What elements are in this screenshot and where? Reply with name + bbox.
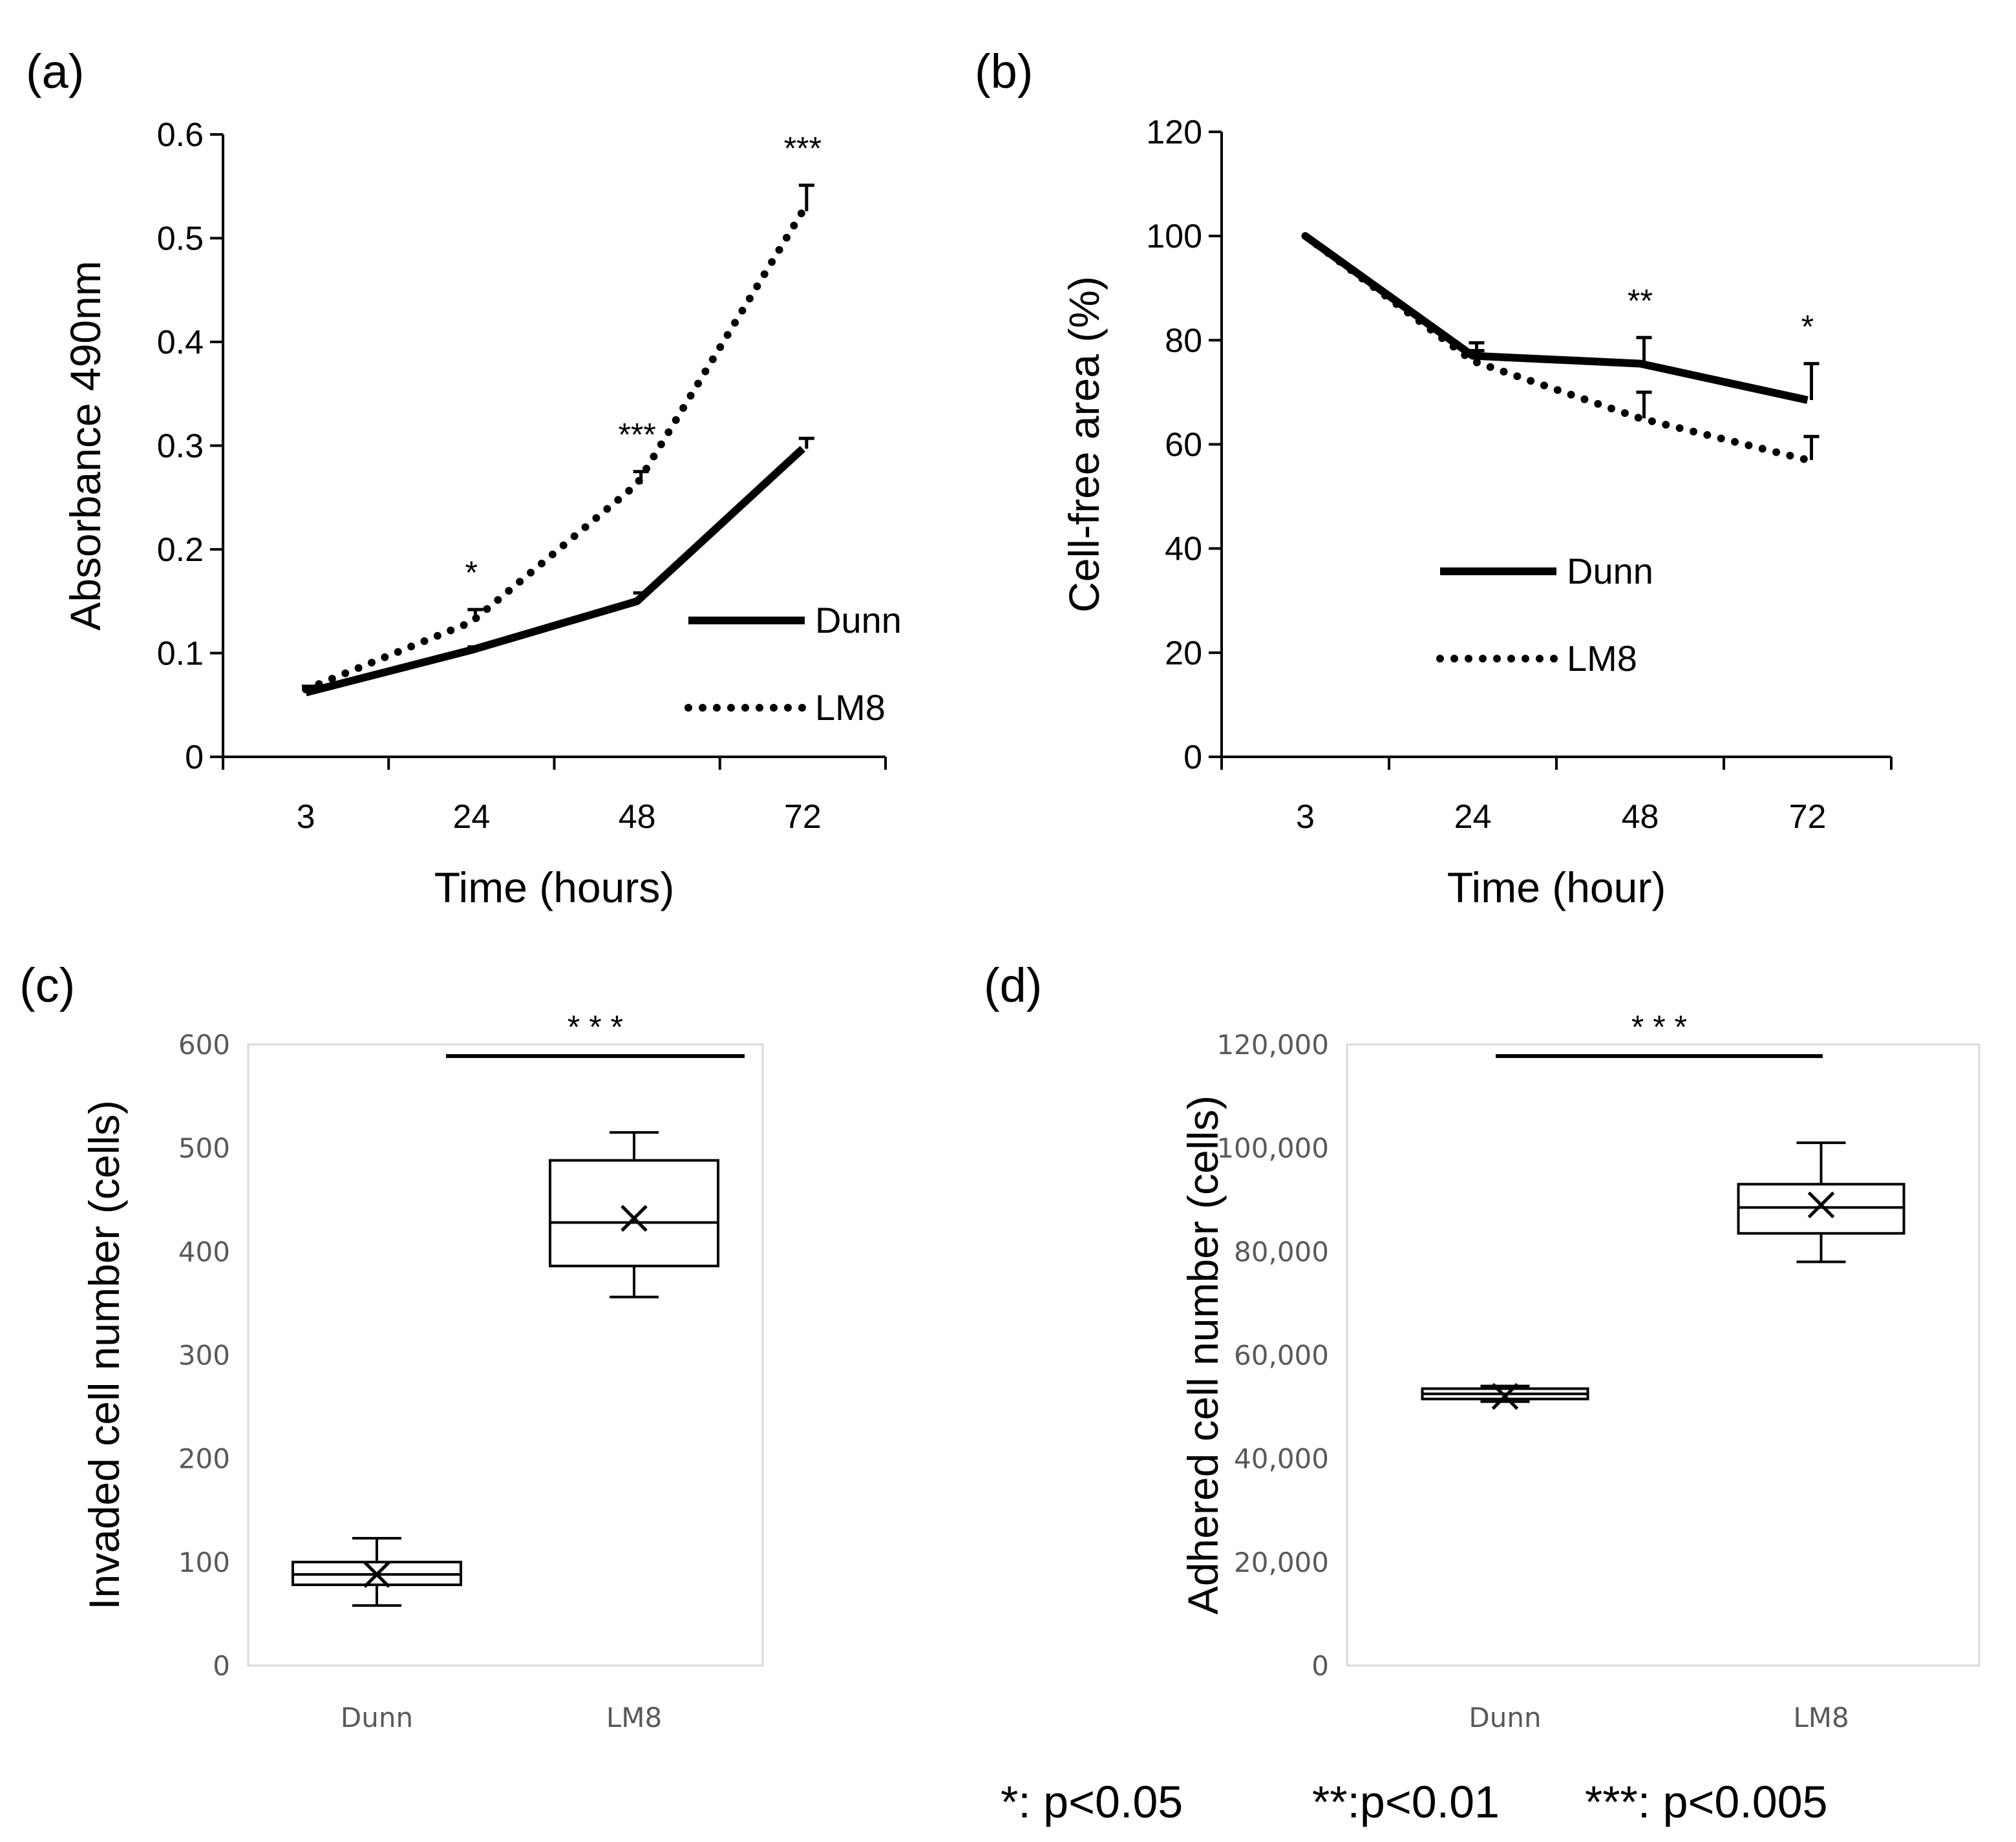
y-tick-label: 20,000 <box>1234 1547 1329 1578</box>
y-tick-label: 0 <box>213 1650 230 1682</box>
y-tick-label: 100 <box>178 1547 230 1578</box>
panel-label: (a) <box>26 45 84 98</box>
y-axis-title: Cell-free area (%) <box>1060 276 1108 613</box>
y-tick-label: 0.3 <box>157 428 204 465</box>
series-line-lm8 <box>1301 232 1812 464</box>
panel-label: (b) <box>975 45 1033 98</box>
panel-label: (c) <box>19 958 75 1012</box>
x-axis-title: Time (hours) <box>434 863 675 911</box>
y-tick-label: 40 <box>1165 531 1202 568</box>
y-tick-label: 20 <box>1165 635 1202 672</box>
x-tick-label: 72 <box>784 798 822 836</box>
x-axis-title: Time (hour) <box>1447 863 1666 911</box>
x-tick-label: 3 <box>297 798 315 836</box>
series-line-dunn <box>304 445 805 697</box>
box-lm8 <box>549 1159 719 1267</box>
y-tick-label: 0.5 <box>157 220 204 258</box>
y-tick-label: 400 <box>178 1236 230 1267</box>
y-tick-label: 0.6 <box>157 116 204 154</box>
legend-label-dunn: Dunn <box>1567 551 1653 591</box>
significance-mark: * <box>465 555 478 591</box>
y-tick-label: 100,000 <box>1216 1132 1329 1164</box>
x-tick-label: 3 <box>1296 798 1315 836</box>
footnote-p0005: ***: p<0.005 <box>1585 1777 1828 1827</box>
series-line-lm8 <box>302 207 807 693</box>
y-tick-label: 120,000 <box>1216 1029 1329 1061</box>
x-tick-label: 72 <box>1789 798 1827 836</box>
significance-mark: * * * <box>568 1009 623 1045</box>
x-tick-label: Dunn <box>1469 1702 1541 1733</box>
significance-mark: * <box>1801 309 1814 345</box>
mean-marker-dunn <box>363 1561 390 1588</box>
plot-area-frame <box>247 1043 764 1667</box>
legend-label-lm8: LM8 <box>1567 638 1637 679</box>
y-axis-title: Absorbance 490nm <box>61 260 109 630</box>
panel-a-line-chart: (a) 0 0.1 0.2 0.3 0.4 0.5 0.6 3 24 48 72 Time (hours… <box>26 45 902 911</box>
y-tick-label: 0 <box>185 739 204 776</box>
x-tick-label: 24 <box>452 798 490 836</box>
panel-b-line-chart: (b) 0 20 40 60 80 100 120 3 24 48 72 Time (hour) Cell… <box>975 45 1893 911</box>
significance-mark: ** <box>1628 282 1653 319</box>
y-axis-title: Adhered cell number (cells) <box>1179 1096 1227 1614</box>
panel-label: (d) <box>984 958 1042 1012</box>
footnote-p001: **:p<0.01 <box>1312 1777 1500 1827</box>
legend-label-dunn: Dunn <box>815 600 902 640</box>
y-tick-label: 200 <box>178 1443 230 1475</box>
significance-footnote: *: p<0.05 **:p<0.01 ***: p<0.005 <box>1001 1777 1828 1827</box>
mean-marker-lm8 <box>1807 1191 1835 1219</box>
significance-mark: *** <box>618 417 655 453</box>
y-tick-label: 300 <box>178 1340 230 1371</box>
footnote-p005: *: p<0.05 <box>1001 1777 1183 1827</box>
y-tick-label: 500 <box>178 1132 230 1164</box>
y-tick-label: 0 <box>1183 739 1202 776</box>
x-tick-label: 48 <box>1622 798 1659 836</box>
mean-marker-dunn <box>1491 1382 1519 1410</box>
significance-mark: * * * <box>1631 1009 1687 1045</box>
y-tick-label: 0.2 <box>157 531 204 569</box>
x-tick-label: Dunn <box>341 1702 413 1733</box>
y-tick-label: 60,000 <box>1234 1340 1329 1371</box>
y-tick-label: 0.1 <box>157 635 204 673</box>
x-tick-label: LM8 <box>606 1702 662 1733</box>
panel-d-box-plot: (d) 0 20,000 40,000 60,000 80,000 100,000 120,0… <box>984 958 1980 1733</box>
y-axis-title: Invaded cell number (cells) <box>80 1100 128 1610</box>
y-tick-label: 600 <box>178 1029 230 1061</box>
y-tick-label: 0 <box>1311 1650 1329 1682</box>
mean-marker-lm8 <box>621 1205 648 1232</box>
x-tick-label: 24 <box>1454 798 1492 836</box>
x-tick-label: LM8 <box>1793 1702 1849 1733</box>
y-tick-label: 120 <box>1146 114 1202 151</box>
panel-c-box-plot: (c) 0 100 200 300 400 500 600 Dunn LM8 Invaded cel… <box>19 958 764 1733</box>
series-line-dunn <box>1303 233 1809 404</box>
x-tick-label: 48 <box>619 798 656 836</box>
significance-mark: *** <box>784 131 822 167</box>
y-tick-label: 80 <box>1165 322 1202 359</box>
legend-label-lm8: LM8 <box>815 687 886 728</box>
y-tick-label: 40,000 <box>1234 1443 1329 1475</box>
y-tick-label: 100 <box>1146 218 1202 255</box>
y-tick-label: 0.4 <box>157 324 204 361</box>
y-tick-label: 80,000 <box>1234 1236 1329 1267</box>
plot-area-frame <box>1346 1043 1980 1667</box>
y-tick-label: 60 <box>1165 427 1202 464</box>
box-lm8 <box>1737 1183 1905 1235</box>
